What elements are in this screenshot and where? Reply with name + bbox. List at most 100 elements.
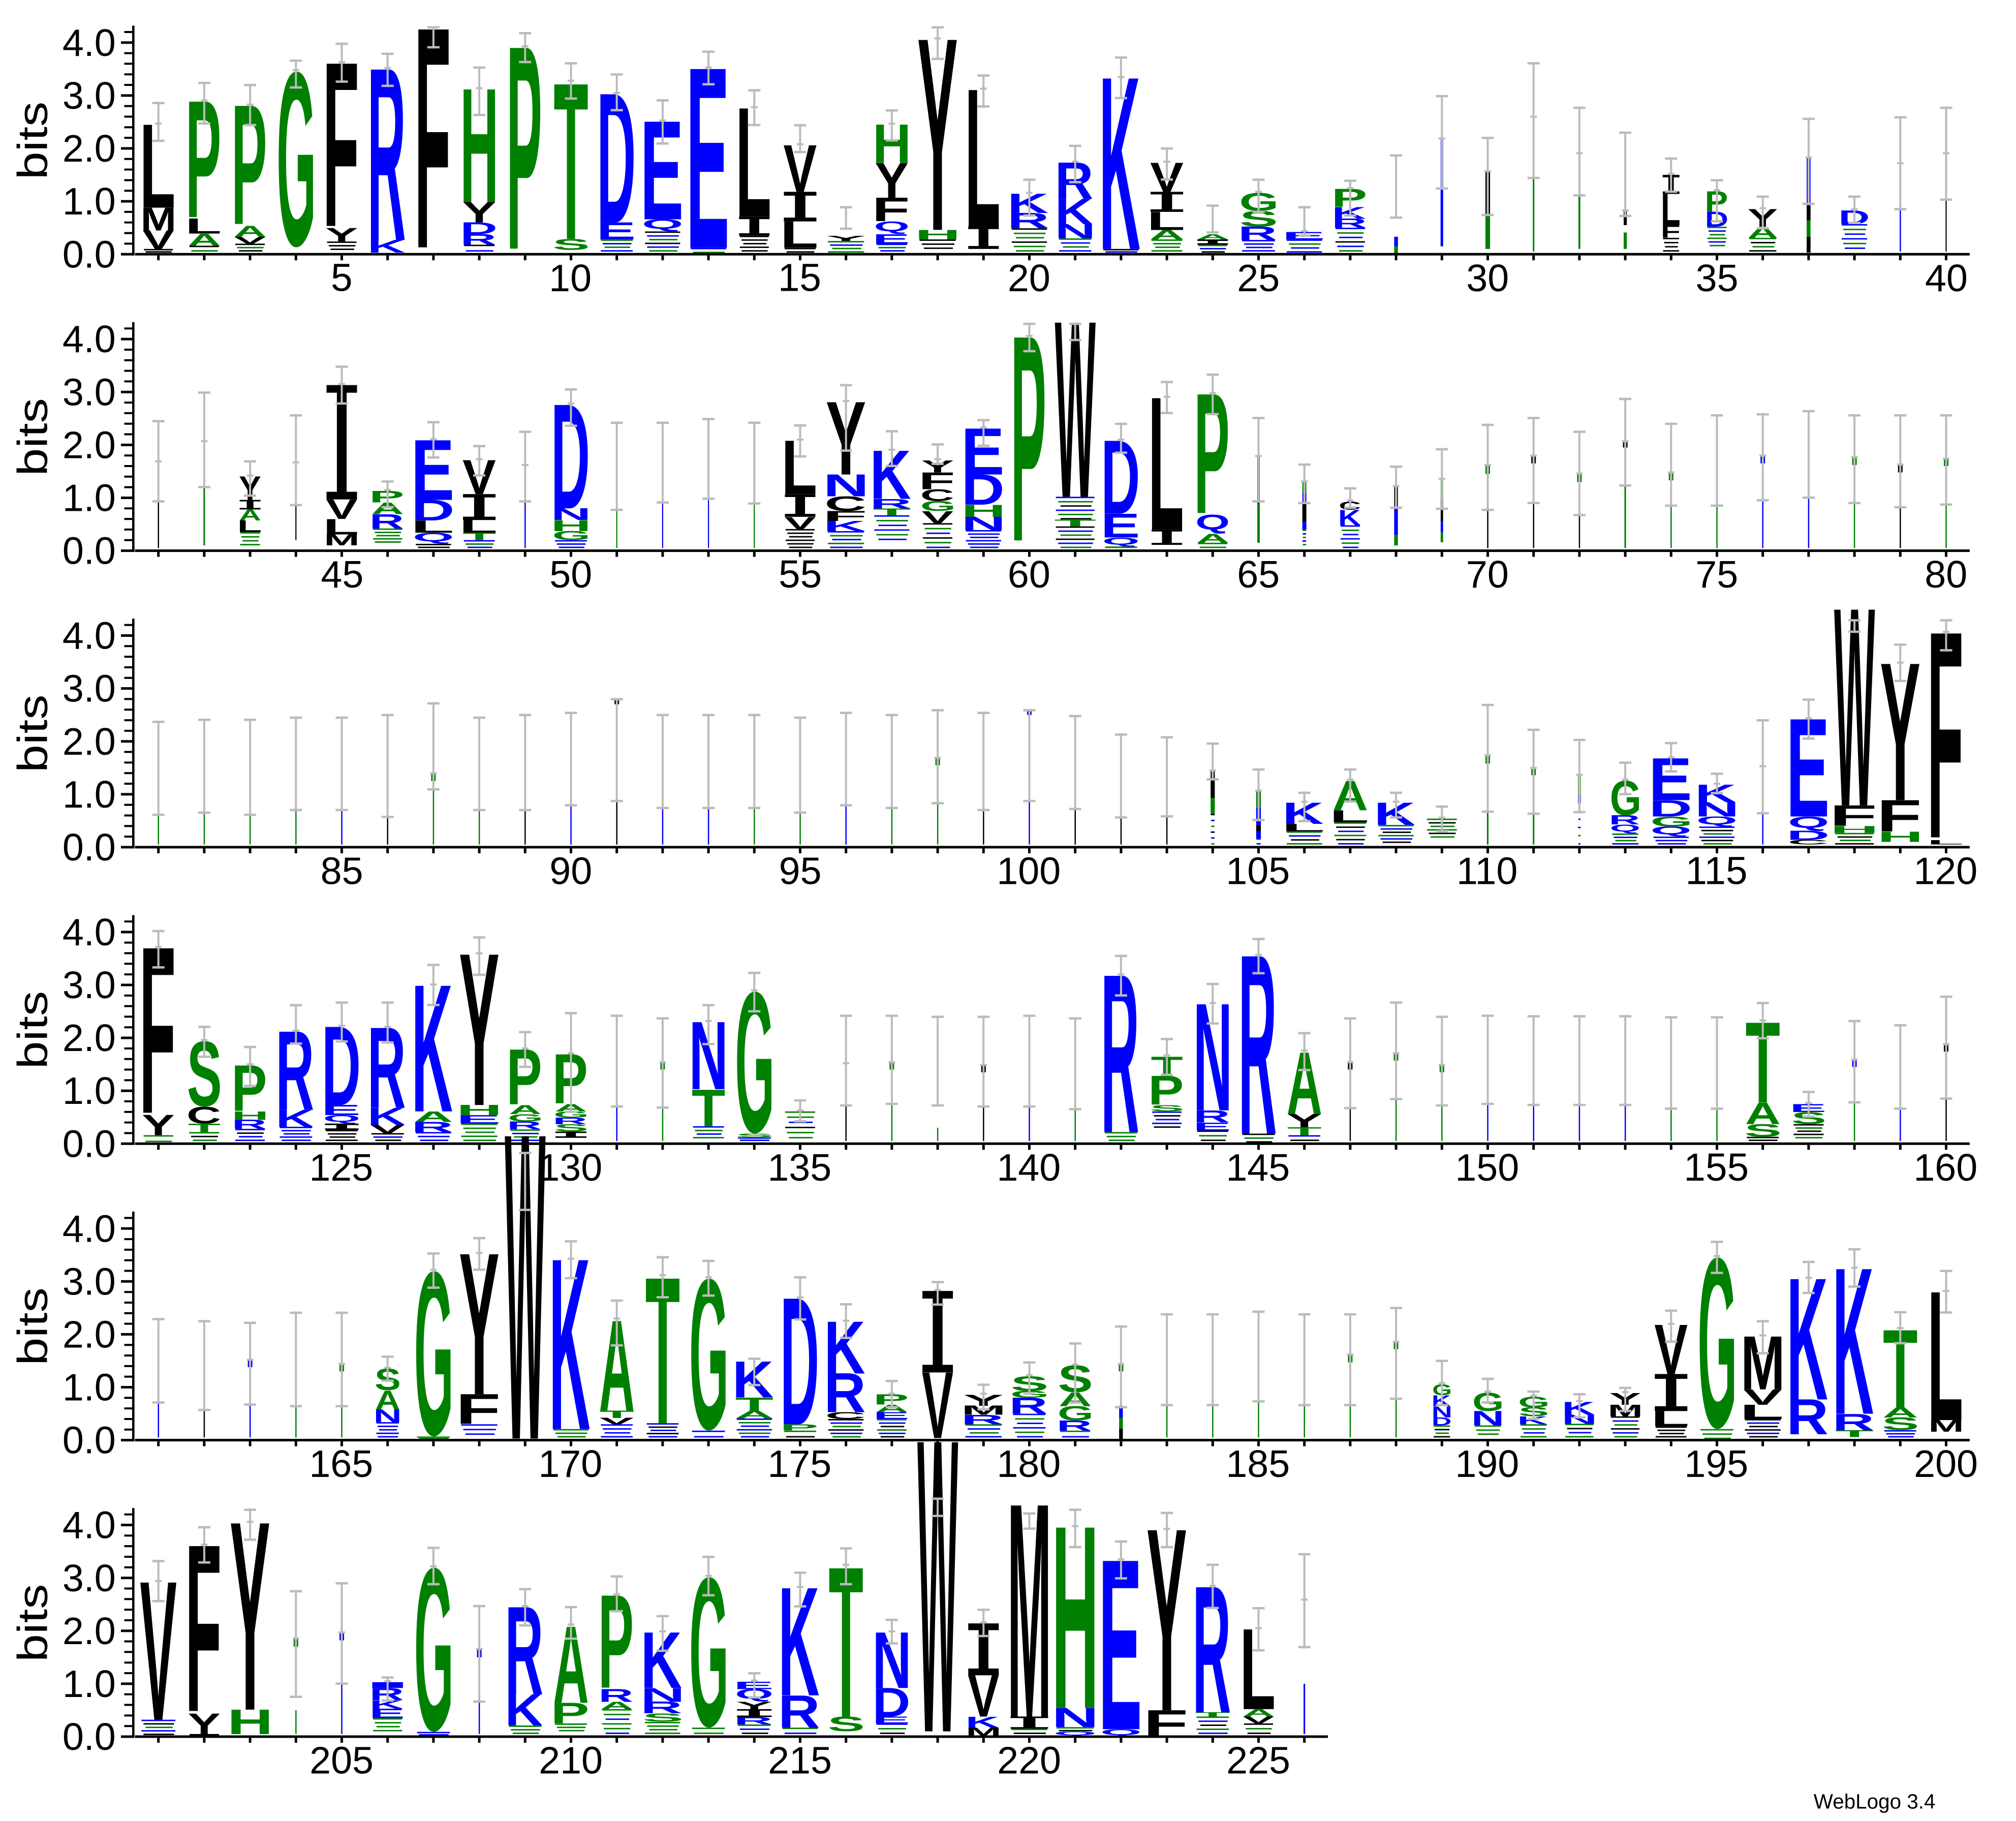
- svg-text:WebLogo 3.4: WebLogo 3.4: [1814, 1790, 1936, 1813]
- svg-text:70: 70: [1466, 553, 1509, 596]
- svg-text:N: N: [640, 1684, 685, 1706]
- svg-text:A: A: [1197, 233, 1229, 241]
- svg-text:A: A: [1243, 1707, 1275, 1719]
- svg-text:R: R: [412, 1119, 453, 1135]
- svg-text:H: H: [456, 1102, 502, 1118]
- svg-text:P: P: [780, 1423, 819, 1433]
- svg-text:bits: bits: [10, 991, 56, 1069]
- svg-text:H: H: [962, 501, 1006, 521]
- svg-text:V: V: [922, 507, 954, 527]
- svg-text:P: P: [551, 1696, 590, 1730]
- svg-text:R: R: [1193, 1106, 1230, 1126]
- svg-text:C: C: [187, 1102, 221, 1128]
- svg-text:G: G: [552, 529, 591, 543]
- svg-text:N: N: [1055, 220, 1096, 243]
- svg-text:K: K: [732, 1350, 773, 1408]
- svg-text:Q: Q: [1195, 511, 1230, 534]
- svg-text:L: L: [1282, 822, 1325, 834]
- svg-text:H: H: [915, 227, 960, 242]
- svg-text:N: N: [1695, 798, 1740, 821]
- svg-text:Y: Y: [736, 1700, 772, 1711]
- svg-text:E: E: [1193, 1120, 1231, 1133]
- svg-text:180: 180: [997, 1442, 1061, 1485]
- svg-text:1.0: 1.0: [63, 1662, 116, 1705]
- svg-text:2.0: 2.0: [63, 720, 116, 763]
- svg-text:215: 215: [768, 1739, 832, 1782]
- svg-text:60: 60: [1008, 553, 1050, 596]
- svg-text:0.0: 0.0: [63, 233, 116, 275]
- svg-text:0.0: 0.0: [63, 826, 116, 869]
- svg-text:bits: bits: [10, 102, 56, 179]
- svg-text:T: T: [1835, 1428, 1874, 1439]
- svg-text:0.0: 0.0: [63, 1419, 116, 1462]
- svg-text:M: M: [1928, 1416, 1964, 1435]
- svg-text:195: 195: [1684, 1442, 1748, 1485]
- svg-text:D: D: [411, 493, 454, 527]
- svg-text:H: H: [227, 1702, 273, 1742]
- svg-text:K: K: [1099, 25, 1140, 301]
- svg-text:4.0: 4.0: [63, 318, 116, 360]
- svg-text:M: M: [324, 531, 359, 549]
- svg-text:E: E: [872, 1714, 910, 1725]
- svg-text:T: T: [1195, 1711, 1230, 1718]
- svg-text:25: 25: [1237, 257, 1280, 299]
- svg-text:R: R: [1057, 1417, 1092, 1434]
- svg-text:S: S: [1150, 1103, 1185, 1114]
- svg-text:C: C: [920, 486, 954, 504]
- svg-text:30: 30: [1466, 257, 1509, 299]
- svg-text:G: G: [1058, 1402, 1094, 1425]
- svg-text:1.0: 1.0: [63, 1069, 116, 1112]
- svg-text:K: K: [778, 1554, 819, 1729]
- svg-text:R: R: [870, 496, 912, 511]
- svg-text:Y: Y: [875, 152, 909, 209]
- svg-text:A: A: [509, 1102, 542, 1117]
- svg-text:205: 205: [309, 1739, 374, 1782]
- svg-text:D: D: [1432, 1415, 1452, 1428]
- svg-text:bits: bits: [10, 1287, 56, 1365]
- svg-text:2.0: 2.0: [63, 1016, 116, 1059]
- svg-text:3.0: 3.0: [63, 1260, 116, 1303]
- svg-text:F: F: [872, 190, 910, 228]
- svg-text:90: 90: [549, 849, 592, 892]
- svg-text:T: T: [188, 1121, 221, 1135]
- svg-text:4.0: 4.0: [63, 614, 116, 657]
- svg-text:W: W: [1055, 268, 1096, 550]
- svg-text:L: L: [323, 514, 359, 539]
- svg-text:V: V: [1243, 1715, 1275, 1726]
- svg-text:0.0: 0.0: [63, 530, 116, 572]
- svg-text:155: 155: [1684, 1146, 1749, 1189]
- svg-text:E: E: [456, 1113, 501, 1126]
- svg-text:A: A: [1745, 1097, 1781, 1131]
- svg-text:L: L: [1329, 807, 1369, 826]
- svg-text:1.0: 1.0: [63, 1366, 116, 1409]
- svg-text:L: L: [411, 517, 454, 537]
- svg-text:R: R: [1833, 1409, 1874, 1435]
- svg-text:A: A: [375, 1385, 400, 1415]
- svg-text:S: S: [642, 1711, 684, 1724]
- svg-text:K: K: [1338, 506, 1361, 530]
- svg-text:V: V: [600, 1416, 634, 1426]
- svg-text:3.0: 3.0: [63, 964, 116, 1006]
- svg-text:3.0: 3.0: [63, 371, 116, 413]
- svg-text:V: V: [1744, 1385, 1782, 1410]
- svg-text:A: A: [876, 1403, 909, 1414]
- svg-text:35: 35: [1696, 257, 1739, 299]
- svg-text:3.0: 3.0: [63, 667, 116, 710]
- svg-text:S: S: [1744, 1121, 1781, 1140]
- svg-text:R: R: [1007, 208, 1049, 233]
- svg-text:N: N: [551, 505, 591, 523]
- svg-text:125: 125: [309, 1146, 373, 1189]
- svg-text:H: H: [1877, 829, 1923, 845]
- svg-text:45: 45: [321, 553, 363, 596]
- svg-text:R: R: [552, 1116, 587, 1126]
- svg-text:50: 50: [549, 553, 592, 596]
- svg-text:2.0: 2.0: [63, 423, 116, 466]
- svg-text:F: F: [456, 1385, 501, 1434]
- svg-text:185: 185: [1226, 1442, 1290, 1485]
- svg-text:T: T: [1054, 517, 1096, 529]
- svg-text:M: M: [141, 201, 176, 237]
- svg-text:105: 105: [1226, 849, 1290, 892]
- svg-text:K: K: [1787, 1242, 1828, 1437]
- svg-text:T: T: [600, 1408, 634, 1420]
- svg-text:K: K: [1055, 191, 1093, 232]
